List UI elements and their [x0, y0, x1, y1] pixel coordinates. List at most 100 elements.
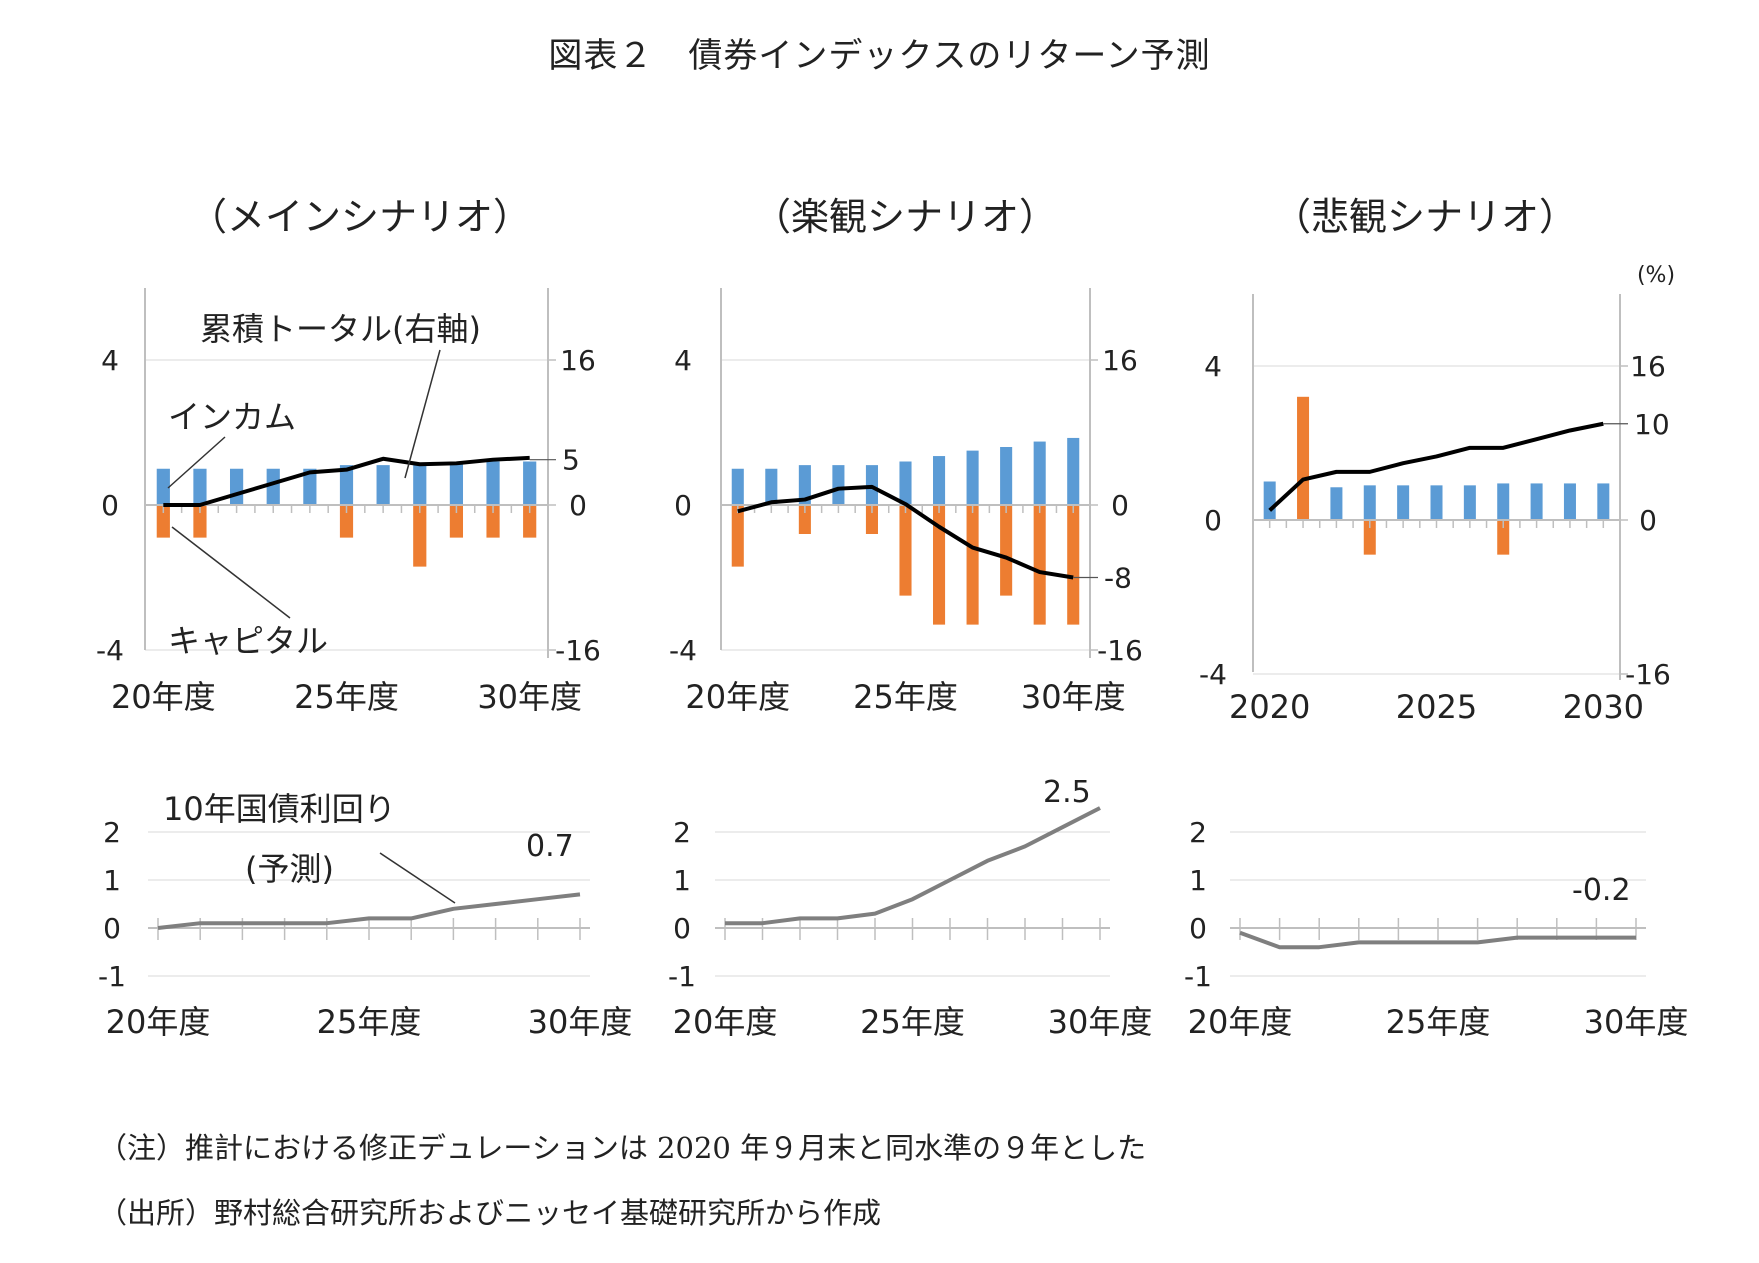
y-tick-label: 2 — [103, 816, 121, 849]
annotation-yield-title: 10年国債利回り — [163, 790, 396, 828]
y-left-tick-label: 4 — [674, 344, 692, 377]
y-left-tick-label: -4 — [669, 634, 697, 667]
y-left-tick-label: 4 — [101, 344, 119, 377]
x-tick-label: 25年度 — [294, 678, 399, 716]
x-tick-label: 2020 — [1229, 688, 1310, 726]
figure-title: 図表２ 債券インデックスのリターン予測 — [548, 36, 1211, 76]
bar-income — [731, 468, 744, 505]
bar-income — [1597, 483, 1610, 520]
bar-income — [449, 463, 464, 505]
y-left-tick-label: -4 — [1199, 658, 1227, 691]
y-left-tick-label: 0 — [1204, 504, 1222, 537]
bar-income — [1563, 483, 1576, 520]
bar-income — [339, 465, 354, 505]
y-right-tick-label: -16 — [555, 634, 601, 667]
y-tick-label: 1 — [103, 864, 121, 897]
end-value-label: 2.5 — [1043, 775, 1091, 810]
y-tick-label: -1 — [1184, 960, 1212, 993]
bar-capital — [1033, 505, 1046, 625]
y-right-tick-label: -16 — [1625, 658, 1671, 691]
x-tick-label: 25年度 — [1386, 1003, 1491, 1041]
bar-capital — [193, 505, 207, 538]
y-tick-label: -1 — [668, 960, 696, 993]
y-right-tick-label: 0 — [569, 489, 587, 522]
y-left-tick-label: 0 — [101, 489, 119, 522]
y-tick-label: 0 — [673, 912, 691, 945]
end-value-label: -8 — [1104, 562, 1132, 595]
y-tick-label: 1 — [1189, 864, 1207, 897]
bar-income — [1497, 483, 1510, 520]
x-tick-label: 30年度 — [477, 678, 582, 716]
bar-capital — [339, 505, 354, 538]
y-right-tick-label: -16 — [1097, 634, 1143, 667]
end-value-label: 5 — [562, 444, 580, 477]
x-tick-label: 20年度 — [106, 1003, 211, 1041]
line-10y-jgb-yield — [725, 806, 1101, 926]
bar-capital — [486, 505, 500, 538]
leader-capital — [171, 526, 291, 619]
bar-income — [156, 468, 170, 505]
bar-capital — [731, 505, 744, 567]
x-tick-label: 20年度 — [1188, 1003, 1293, 1041]
end-value-label: -0.2 — [1572, 873, 1631, 908]
x-tick-label: 20年度 — [673, 1003, 778, 1041]
bar-income — [486, 461, 500, 505]
y-left-tick-label: -4 — [96, 634, 124, 667]
x-tick-label: 25年度 — [317, 1003, 422, 1041]
line-cumulative-total — [737, 484, 1074, 580]
bar-capital — [413, 505, 427, 567]
bar-capital — [899, 505, 912, 596]
x-tick-label: 25年度 — [853, 678, 958, 716]
panel-title: （悲観シナリオ） — [1273, 195, 1577, 239]
annotation-yield-forecast: (予測) — [245, 850, 334, 888]
y-right-tick-label: 16 — [1630, 350, 1666, 383]
annotation-income: インカム — [168, 398, 296, 436]
y-right-tick-label: 16 — [560, 344, 596, 377]
y-right-tick-label: 0 — [1639, 504, 1657, 537]
bar-income — [966, 450, 979, 505]
bar-income — [899, 461, 912, 505]
y-tick-label: -1 — [98, 960, 126, 993]
leader-cumulative-total — [404, 349, 441, 479]
bar-capital — [449, 505, 464, 538]
bar-income — [1530, 483, 1543, 520]
bar-capital — [1363, 520, 1376, 555]
bar-income — [376, 465, 390, 505]
panel-title: （メインシナリオ） — [189, 195, 531, 239]
bar-income — [1463, 485, 1476, 520]
end-value-label: 0.7 — [526, 829, 574, 864]
annotation-cumulative-total: 累積トータル(右軸) — [200, 310, 481, 348]
end-value-label: 10 — [1634, 408, 1670, 441]
y-tick-label: 0 — [1189, 912, 1207, 945]
x-tick-label: 2030 — [1563, 688, 1644, 726]
x-tick-label: 20年度 — [685, 678, 790, 716]
y-left-tick-label: 4 — [1204, 350, 1222, 383]
bar-income — [193, 468, 207, 505]
x-tick-label: 20年度 — [111, 678, 216, 716]
line-10y-jgb-yield — [1239, 930, 1636, 950]
line-10y-jgb-yield — [157, 892, 581, 930]
note-method: （注）推計における修正デュレーションは 2020 年９月末と同水準の９年とした — [98, 1131, 1147, 1165]
leader-income — [167, 436, 226, 489]
bar-income — [1263, 481, 1276, 520]
x-tick-label: 30年度 — [1021, 678, 1126, 716]
bar-income — [1330, 487, 1343, 520]
annotation-capital: キャピタル — [168, 622, 328, 660]
y-left-tick-label: 0 — [674, 489, 692, 522]
note-source: （出所）野村総合研究所およびニッセイ基礎研究所から作成 — [98, 1196, 882, 1230]
bar-income — [1033, 441, 1046, 505]
bar-capital — [865, 505, 878, 534]
bar-income — [1397, 485, 1410, 520]
bar-income — [523, 461, 537, 505]
bar-capital — [1000, 505, 1013, 596]
bar-income — [933, 456, 946, 505]
bar-capital — [523, 505, 537, 538]
bar-income — [1000, 447, 1013, 505]
x-tick-label: 25年度 — [860, 1003, 965, 1041]
bar-capital — [933, 505, 946, 625]
y-tick-label: 2 — [673, 816, 691, 849]
x-tick-label: 30年度 — [1584, 1003, 1689, 1041]
bar-income — [1363, 485, 1376, 520]
bar-income — [413, 465, 427, 505]
